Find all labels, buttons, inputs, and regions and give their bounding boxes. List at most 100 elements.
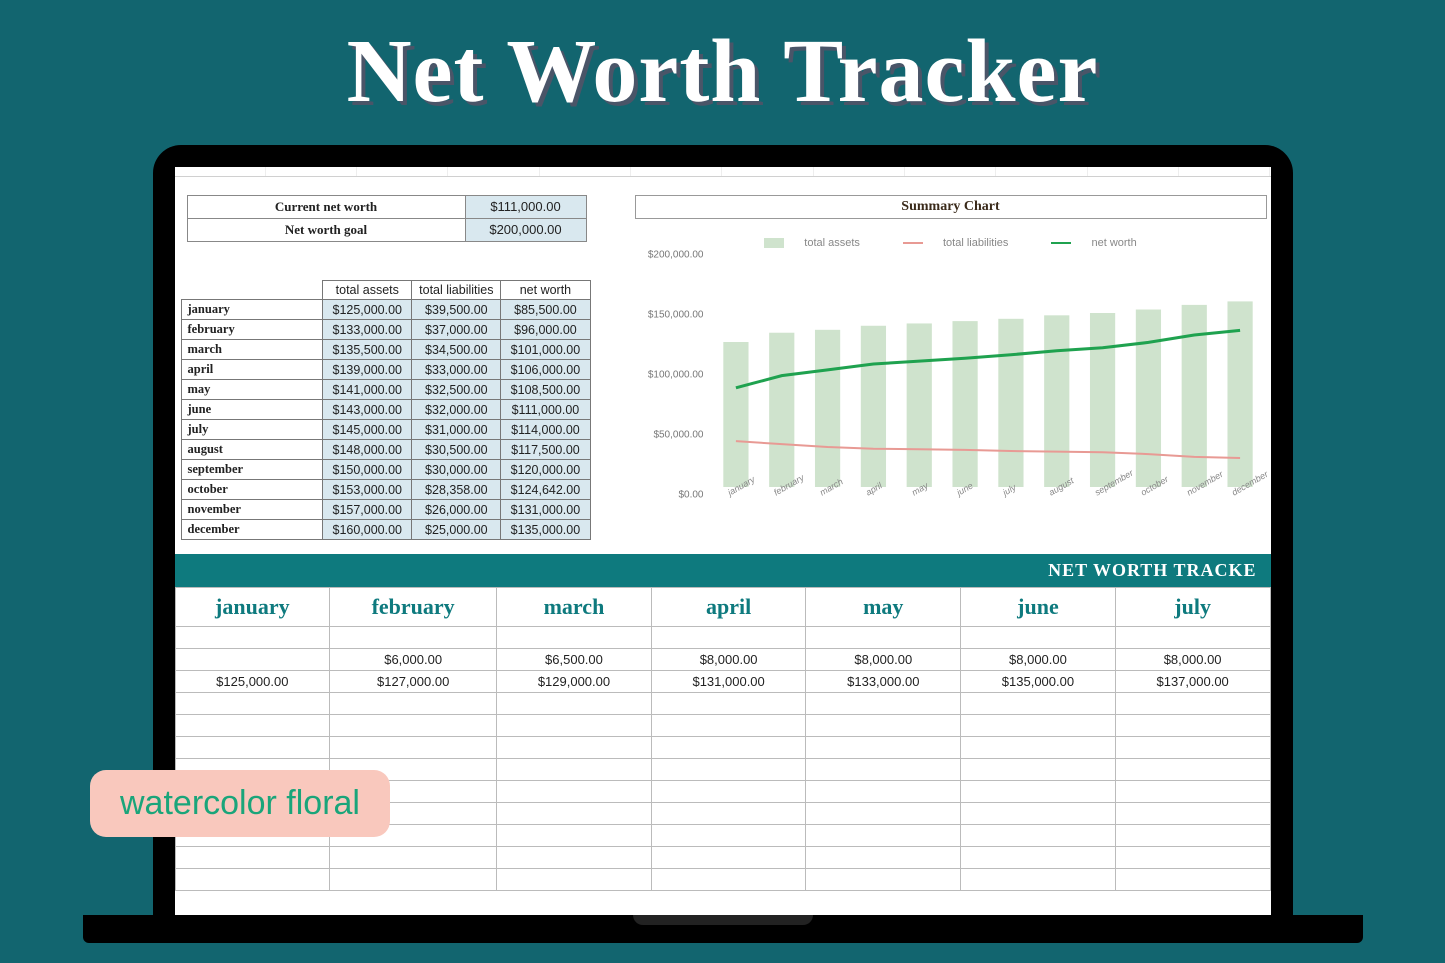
assets-cell[interactable]: $148,000.00 bbox=[323, 440, 412, 460]
cell[interactable] bbox=[806, 869, 961, 891]
month-cell[interactable]: november bbox=[181, 500, 323, 520]
assets-cell[interactable]: $145,000.00 bbox=[323, 420, 412, 440]
assets-cell[interactable]: $139,000.00 bbox=[323, 360, 412, 380]
cell[interactable] bbox=[651, 737, 806, 759]
month-cell[interactable]: april bbox=[181, 360, 323, 380]
cell[interactable] bbox=[806, 737, 961, 759]
networth-cell[interactable]: $131,000.00 bbox=[501, 500, 590, 520]
networth-cell[interactable]: $120,000.00 bbox=[501, 460, 590, 480]
cell[interactable] bbox=[330, 847, 497, 869]
networth-cell[interactable]: $117,500.00 bbox=[501, 440, 590, 460]
cell[interactable] bbox=[175, 715, 330, 737]
table-row[interactable]: february$133,000.00$37,000.00$96,000.00 bbox=[181, 320, 590, 340]
cell[interactable] bbox=[806, 803, 961, 825]
assets-cell[interactable]: $143,000.00 bbox=[323, 400, 412, 420]
assets-cell[interactable]: $135,500.00 bbox=[323, 340, 412, 360]
cell[interactable]: $8,000.00 bbox=[806, 649, 961, 671]
cell[interactable] bbox=[497, 737, 652, 759]
table-row[interactable]: october$153,000.00$28,358.00$124,642.00 bbox=[181, 480, 590, 500]
month-cell[interactable]: february bbox=[181, 320, 323, 340]
cell[interactable] bbox=[497, 825, 652, 847]
cell[interactable] bbox=[497, 847, 652, 869]
liabilities-cell[interactable]: $26,000.00 bbox=[412, 500, 501, 520]
month-cell[interactable]: august bbox=[181, 440, 323, 460]
cell[interactable]: $8,000.00 bbox=[961, 649, 1116, 671]
month-cell[interactable]: october bbox=[181, 480, 323, 500]
table-row[interactable]: august$148,000.00$30,500.00$117,500.00 bbox=[181, 440, 590, 460]
cell[interactable] bbox=[651, 781, 806, 803]
table-row[interactable] bbox=[175, 693, 1270, 715]
cell[interactable] bbox=[330, 737, 497, 759]
cell[interactable] bbox=[806, 825, 961, 847]
table-row[interactable]: june$143,000.00$32,000.00$111,000.00 bbox=[181, 400, 590, 420]
networth-cell[interactable]: $85,500.00 bbox=[501, 300, 590, 320]
month-cell[interactable]: december bbox=[181, 520, 323, 540]
cell[interactable] bbox=[961, 803, 1116, 825]
cell[interactable] bbox=[175, 847, 330, 869]
table-row[interactable]: may$141,000.00$32,500.00$108,500.00 bbox=[181, 380, 590, 400]
cell[interactable] bbox=[961, 627, 1116, 649]
cell[interactable]: $135,000.00 bbox=[961, 671, 1116, 693]
table-row[interactable]: december$160,000.00$25,000.00$135,000.00 bbox=[181, 520, 590, 540]
cell[interactable] bbox=[1115, 781, 1270, 803]
table-row[interactable]: $6,000.00$6,500.00$8,000.00$8,000.00$8,0… bbox=[175, 649, 1270, 671]
table-row[interactable] bbox=[175, 627, 1270, 649]
cell[interactable] bbox=[1115, 847, 1270, 869]
month-cell[interactable]: september bbox=[181, 460, 323, 480]
cell[interactable]: $6,500.00 bbox=[497, 649, 652, 671]
cell[interactable]: $129,000.00 bbox=[497, 671, 652, 693]
assets-cell[interactable]: $160,000.00 bbox=[323, 520, 412, 540]
cell[interactable]: $127,000.00 bbox=[330, 671, 497, 693]
cell[interactable] bbox=[330, 693, 497, 715]
cell[interactable] bbox=[806, 715, 961, 737]
cell[interactable] bbox=[1115, 759, 1270, 781]
cell[interactable] bbox=[175, 869, 330, 891]
cell[interactable] bbox=[497, 759, 652, 781]
table-row[interactable] bbox=[175, 847, 1270, 869]
cell[interactable] bbox=[651, 693, 806, 715]
cell[interactable] bbox=[961, 693, 1116, 715]
table-row[interactable] bbox=[175, 869, 1270, 891]
table-row[interactable]: april$139,000.00$33,000.00$106,000.00 bbox=[181, 360, 590, 380]
cell[interactable]: $133,000.00 bbox=[806, 671, 961, 693]
cell[interactable] bbox=[961, 847, 1116, 869]
cell[interactable] bbox=[961, 759, 1116, 781]
cell[interactable] bbox=[330, 715, 497, 737]
networth-cell[interactable]: $101,000.00 bbox=[501, 340, 590, 360]
month-cell[interactable]: july bbox=[181, 420, 323, 440]
cell[interactable] bbox=[806, 847, 961, 869]
cell[interactable] bbox=[961, 715, 1116, 737]
cell[interactable] bbox=[497, 627, 652, 649]
cell[interactable] bbox=[651, 759, 806, 781]
table-row[interactable]: $125,000.00$127,000.00$129,000.00$131,00… bbox=[175, 671, 1270, 693]
cell[interactable]: $131,000.00 bbox=[651, 671, 806, 693]
cell[interactable] bbox=[175, 693, 330, 715]
cell[interactable] bbox=[961, 781, 1116, 803]
networth-cell[interactable]: $111,000.00 bbox=[501, 400, 590, 420]
cell[interactable] bbox=[497, 693, 652, 715]
assets-cell[interactable]: $153,000.00 bbox=[323, 480, 412, 500]
assets-cell[interactable]: $157,000.00 bbox=[323, 500, 412, 520]
cell[interactable] bbox=[651, 627, 806, 649]
liabilities-cell[interactable]: $25,000.00 bbox=[412, 520, 501, 540]
cell[interactable] bbox=[1115, 803, 1270, 825]
cell[interactable] bbox=[961, 825, 1116, 847]
cell[interactable] bbox=[961, 869, 1116, 891]
cell[interactable] bbox=[330, 627, 497, 649]
cell[interactable] bbox=[497, 781, 652, 803]
cell[interactable] bbox=[497, 869, 652, 891]
liabilities-cell[interactable]: $34,500.00 bbox=[412, 340, 501, 360]
cell[interactable] bbox=[806, 759, 961, 781]
networth-cell[interactable]: $135,000.00 bbox=[501, 520, 590, 540]
current-networth-value[interactable]: $111,000.00 bbox=[466, 196, 586, 218]
table-row[interactable] bbox=[175, 715, 1270, 737]
cell[interactable] bbox=[497, 715, 652, 737]
liabilities-cell[interactable]: $39,500.00 bbox=[412, 300, 501, 320]
cell[interactable]: $8,000.00 bbox=[651, 649, 806, 671]
liabilities-cell[interactable]: $31,000.00 bbox=[412, 420, 501, 440]
table-row[interactable]: march$135,500.00$34,500.00$101,000.00 bbox=[181, 340, 590, 360]
cell[interactable]: $8,000.00 bbox=[1115, 649, 1270, 671]
cell[interactable] bbox=[651, 715, 806, 737]
cell[interactable] bbox=[651, 847, 806, 869]
cell[interactable] bbox=[806, 627, 961, 649]
